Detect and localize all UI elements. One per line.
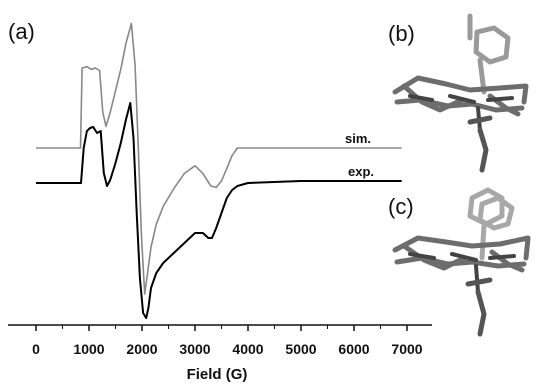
x-tick-label: 5000 [285, 341, 316, 357]
panel-b: (b) [388, 13, 529, 173]
bond-b [408, 94, 434, 102]
phenyl-ring-c1 [467, 187, 505, 227]
panel-a-label: (a) [8, 19, 35, 44]
panel-c: (c) [388, 187, 531, 337]
x-tick-label: 3000 [179, 341, 210, 357]
x-axis-title: Field (G) [187, 366, 248, 383]
x-tick-label: 0 [32, 341, 40, 357]
x-tick-label: 6000 [338, 341, 369, 357]
molecular-structure-b [392, 13, 529, 173]
bond-c [450, 252, 478, 262]
macrocycle-top-c [392, 235, 531, 261]
exp-trace-label: exp. [348, 164, 374, 179]
panel-c-label: (c) [388, 194, 414, 219]
sim-trace [36, 22, 402, 295]
bond-b [448, 94, 476, 104]
bond-c [465, 277, 493, 287]
bond-c [479, 223, 487, 261]
x-tick-label: 4000 [232, 341, 263, 357]
x-tick-label: 2000 [126, 341, 157, 357]
exp-trace [36, 102, 402, 319]
phenyl-ring-c2 [477, 195, 515, 231]
bond-b [467, 115, 493, 125]
trace-group [36, 22, 402, 319]
macrocycle-top-b [392, 75, 529, 105]
x-tick-label: 7000 [391, 341, 422, 357]
macrocycle-mid-b [394, 97, 525, 113]
bond-c [408, 252, 436, 260]
sim-trace-label: sim. [345, 131, 371, 146]
axial-ligand-b [477, 127, 489, 173]
bond-b [486, 96, 514, 102]
molecular-structure-c [392, 187, 531, 337]
epr-spectrum-chart: sim. exp. 0 1000 2000 3000 4000 5000 6000 7000 … [8, 22, 432, 383]
bond-c [488, 254, 516, 260]
x-tick-label: 1000 [73, 341, 104, 357]
axial-ligand-c [475, 289, 487, 337]
phenyl-ring-b [473, 25, 511, 65]
x-tick-group: 0 1000 2000 3000 4000 5000 6000 7000 [32, 325, 423, 357]
pyrrole-b1 [401, 83, 465, 113]
axial-bond-c [474, 264, 480, 294]
panel-a: (a) sim. exp. 0 1000 2000 3000 4000 5000 6000 7… [8, 19, 432, 383]
panel-b-label: (b) [388, 21, 415, 46]
